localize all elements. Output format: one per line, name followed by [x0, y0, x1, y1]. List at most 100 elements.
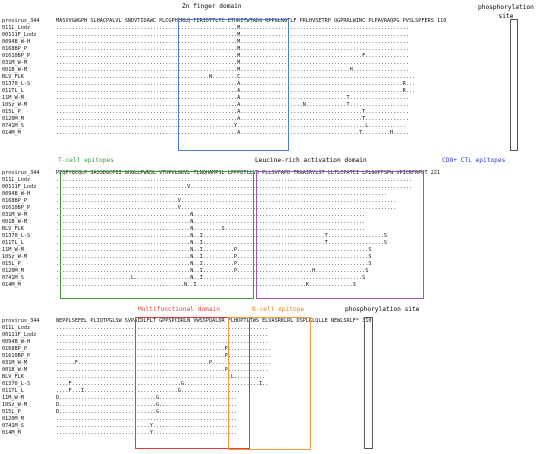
sequence-row: 011L_Lodz...............................…: [2, 25, 446, 32]
sequence-residues: D...............................G.......…: [56, 409, 238, 415]
sequence-name: 0168BP_P: [2, 46, 27, 52]
sequence-row: BLV_FLK.................................…: [2, 226, 440, 233]
alignment-block-3: provirus_344 NEPPLSEFEL PLIQTPGLSW SVPAID…: [2, 318, 371, 437]
sequence-row: 0168BP_P................................…: [2, 198, 440, 205]
sequence-name: provirus_344: [2, 318, 40, 324]
sequence-row: BLV_FLK.................................…: [2, 374, 371, 381]
sequence-row: 001B_W-M................................…: [2, 219, 440, 226]
multifunctional-domain-label: Multifunctional domain: [138, 306, 220, 313]
sequence-name: 00111F_Lodz: [2, 32, 37, 38]
sequence-residues: ........................................…: [56, 353, 272, 359]
sequence-residues: ........................................…: [56, 102, 409, 108]
sequence-name: 0120M_M: [2, 116, 24, 122]
sequence-name: 015L_P: [2, 409, 21, 415]
sequence-name: 01610BP_P: [2, 53, 31, 59]
t-cell-epitope-box: [60, 171, 254, 299]
sequence-name: 01610BP_P: [2, 205, 31, 211]
sequence-row: 01610BP_P...............................…: [2, 53, 446, 60]
leucine-rich-label: Leucine-rich activation domain: [255, 157, 367, 164]
sequence-row: 0094B_W-H...............................…: [2, 39, 446, 46]
sequence-name: 0168BP_P: [2, 198, 27, 204]
sequence-row: 015L_P D...............................G.…: [2, 409, 371, 416]
sequence-residues: D...............................G.......…: [56, 395, 238, 401]
sequence-row: 11M_W-M.................................…: [2, 247, 440, 254]
sequence-name: 031M_W-M: [2, 212, 27, 218]
sequence-row: 014M_M..................................…: [2, 282, 440, 289]
phosphorylation-site-label-1: phosphorylation site: [478, 4, 534, 20]
sequence-row: 031M_W-M................................…: [2, 60, 446, 67]
phosphorylation-box-2: [364, 317, 373, 449]
phosphorylation-box-1: [510, 19, 518, 151]
sequence-row: 11M_W-M.................................…: [2, 95, 446, 102]
cd8-ctl-label: CD8+ CTL epitopes: [442, 157, 506, 164]
sequence-name: 0120M_M: [2, 416, 24, 422]
sequence-row: 015L_P..................................…: [2, 109, 446, 116]
sequence-row: 014M_M..................................…: [2, 130, 446, 137]
sequence-residues: ........................................…: [56, 339, 269, 345]
sequence-row: 015L_P..................................…: [2, 261, 440, 268]
sequence-residues: ..............................Y.........…: [56, 423, 238, 429]
sequence-residues: ........................................…: [56, 60, 409, 66]
sequence-row: 014M_M ..............................Y...…: [2, 430, 371, 437]
sequence-row: 0741M_S.................................…: [2, 123, 446, 130]
sequence-name: 11M_W-M: [2, 395, 24, 401]
sequence-row: 10Sz_W-M D...............................…: [2, 402, 371, 409]
zn-finger-label: Zn finger domain: [182, 3, 242, 10]
sequence-residues: ........................................…: [56, 95, 409, 101]
sequence-residues: ........................................…: [56, 261, 372, 267]
sequence-name: 014M_M: [2, 130, 21, 136]
sequence-name: 001B_W-M: [2, 67, 27, 73]
sequence-residues: ........................................…: [56, 367, 269, 373]
sequence-row: 01370_L-S...............................…: [2, 233, 440, 240]
sequence-row: 011TL_L ....F...I........................…: [2, 388, 371, 395]
sequence-name: 031M_W-M: [2, 360, 27, 366]
sequence-residues: ......F.................................…: [56, 360, 272, 366]
sequence-residues: ........................................…: [56, 46, 409, 52]
sequence-row: 10Sz_W-M................................…: [2, 102, 446, 109]
reference-row: provirus_344 PFQPYQCQLP SASSDGCPII GHGLLP…: [2, 170, 440, 177]
sequence-name: 014M_M: [2, 282, 21, 288]
sequence-row: 0120M_M.................................…: [2, 268, 440, 275]
sequence-row: 0741M_S ........................L........…: [2, 275, 440, 282]
sequence-residues: ........................................…: [56, 25, 409, 31]
sequence-row: 0094B_W-H...............................…: [2, 339, 371, 346]
sequence-residues: ........................................…: [56, 74, 416, 80]
sequence-name: 00111F_Lodz: [2, 332, 37, 338]
sequence-residues: ........................................…: [56, 240, 388, 246]
sequence-name: 0741M_S: [2, 123, 24, 129]
sequence-name: provirus_344: [2, 170, 40, 176]
sequence-name: 01370_L-S: [2, 81, 31, 87]
sequence-row: 031M_W-M................................…: [2, 212, 440, 219]
sequence-residues: ........................................…: [56, 374, 266, 380]
sequence-residues: ........................................…: [56, 233, 388, 239]
sequence-name: 001B_W-M: [2, 367, 27, 373]
sequence-residues: ........................................…: [56, 130, 409, 136]
sequence-residues: ........................................…: [56, 325, 269, 331]
sequence-name: 0094B_W-H: [2, 339, 31, 345]
sequence-row: 01610BP_P...............................…: [2, 205, 440, 212]
sequence-row: 0168BP_P................................…: [2, 46, 446, 53]
sequence-residues: ....F...................................…: [56, 381, 269, 387]
sequence-residues: ........................................…: [56, 67, 409, 73]
sequence-row: BLV_FLK.................................…: [2, 74, 446, 81]
sequence-name: 0741M_S: [2, 275, 24, 281]
zn-finger-box: [178, 19, 289, 151]
sequence-name: 11M_W-M: [2, 95, 24, 101]
sequence-row: 01610BP_P...............................…: [2, 353, 371, 360]
alignment-block-1: provirus_344 MASVVGWGPH SLHACPALVL SNDVTI…: [2, 18, 446, 137]
sequence-residues: ........................................…: [56, 81, 416, 87]
sequence-name: BLV_FLK: [2, 74, 24, 80]
sequence-row: 011L_Lodz...............................…: [2, 177, 440, 184]
reference-row: provirus_344 MASVVGWGPH SLHACPALVL SNDVTI…: [2, 18, 446, 25]
sequence-residues: ........................................…: [56, 254, 372, 260]
sequence-name: 011L_Lodz: [2, 25, 31, 31]
sequence-row: 001B_W-M................................…: [2, 367, 371, 374]
sequence-row: 031M_W-M ......F.........................…: [2, 360, 371, 367]
sequence-row: 10Sz_W-M................................…: [2, 254, 440, 261]
leucine-rich-box: [256, 171, 424, 299]
sequence-row: 01370_L-S ....F..........................…: [2, 381, 371, 388]
sequence-name: 011L_Lodz: [2, 177, 31, 183]
sequence-name: BLV_FLK: [2, 226, 24, 232]
sequence-residues: ........................................…: [56, 212, 366, 218]
t-cell-epitopes-label: T-cell epitopes: [58, 157, 114, 164]
